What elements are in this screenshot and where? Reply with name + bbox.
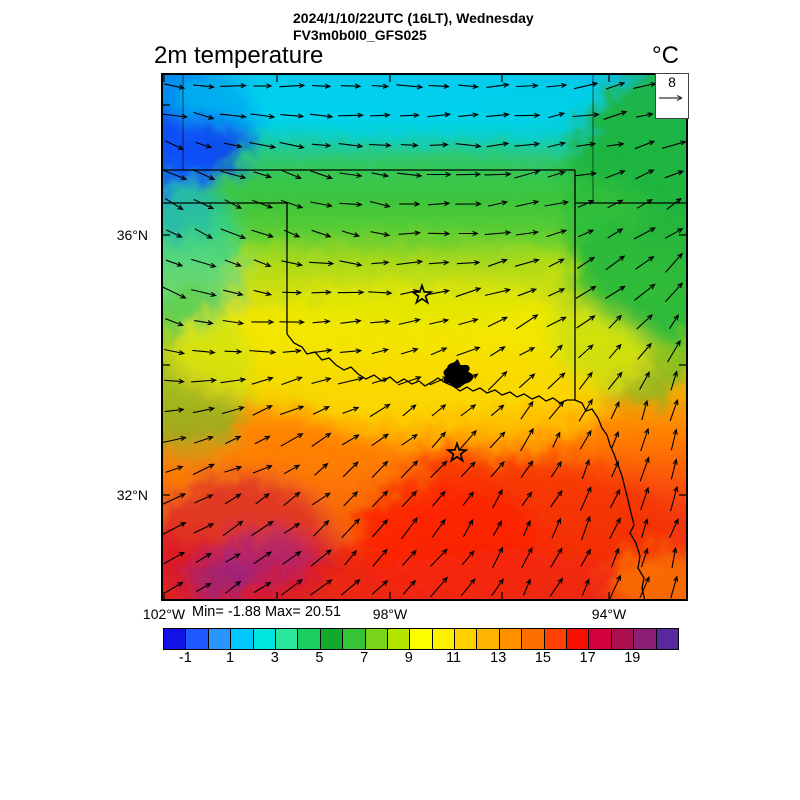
colorbar-cell [589, 629, 612, 649]
colorbar-tick-label: 5 [315, 650, 324, 666]
colorbar-tick-label: 13 [490, 650, 507, 666]
lon-label: 94°W [591, 606, 627, 622]
colorbar-cell [164, 629, 187, 649]
state-borders [161, 73, 688, 602]
colorbar-cell [253, 629, 276, 649]
city-star-marker-2 [445, 440, 469, 463]
temperature-field-map [121, 60, 756, 633]
colorbar-cell [320, 629, 344, 649]
wind-reference-box: 8 [655, 73, 689, 119]
lat-label: 36°N [116, 227, 148, 243]
colorbar-cell [567, 629, 590, 649]
lat-label: 32°N [116, 487, 148, 503]
map-frame [161, 73, 688, 601]
wind-vector-layer [161, 81, 687, 600]
colorbar-cell [186, 629, 209, 649]
colorbar-cell [522, 629, 545, 649]
colorbar-cell [455, 629, 478, 649]
colorbar-tick-labels: -1 1 3 5 7 9 11 13 15 17 19 [163, 650, 677, 668]
colorbar-cell [298, 629, 321, 649]
temperature-colorbar [163, 628, 679, 650]
red-river-border [286, 333, 575, 404]
colorbar-cell [477, 629, 500, 649]
units-label: °C [652, 42, 679, 69]
colorbar-tick-label: 3 [270, 650, 279, 666]
colorbar-tick-label: 15 [534, 650, 551, 666]
colorbar-tick-label: 19 [624, 650, 641, 666]
plot-datetime-title: 2024/1/10/22UTC (16LT), Wednesday [293, 10, 534, 26]
colorbar-tick-label: -1 [178, 650, 192, 666]
field-minmax-readout: Min= -1.88 Max= 20.51 [192, 604, 342, 620]
colorbar-tick-label: 1 [225, 650, 235, 666]
temperature-map-panel [121, 60, 756, 633]
colorbar-cell [410, 629, 433, 649]
colorbar-cell [634, 629, 657, 649]
colorbar-cell [611, 629, 635, 649]
colorbar-cell [231, 629, 254, 649]
colorbar-cell [432, 629, 456, 649]
colorbar-cell [275, 629, 299, 649]
model-run-title: FV3m0b0I0_GFS025 [293, 27, 427, 43]
colorbar-tick-label: 7 [360, 650, 369, 666]
colorbar-cell [499, 629, 523, 649]
wind-reference-arrow-icon [659, 94, 683, 102]
colorbar-cell [365, 629, 388, 649]
variable-title: 2m temperature [154, 42, 324, 69]
lake-blob [443, 359, 474, 388]
colorbar-cell [544, 629, 568, 649]
lon-label: 98°W [372, 606, 408, 622]
colorbar-cell [387, 629, 411, 649]
colorbar-tick-label: 9 [404, 650, 413, 666]
colorbar-tick-label: 17 [579, 650, 596, 666]
colorbar-cell [343, 629, 366, 649]
wind-reference-value: 8 [668, 74, 676, 90]
lon-label: 102°W [142, 606, 186, 622]
colorbar-cell [656, 629, 678, 649]
arkansas-border [574, 399, 646, 602]
colorbar-tick-label: 11 [445, 650, 462, 666]
colorbar-cell [208, 629, 232, 649]
